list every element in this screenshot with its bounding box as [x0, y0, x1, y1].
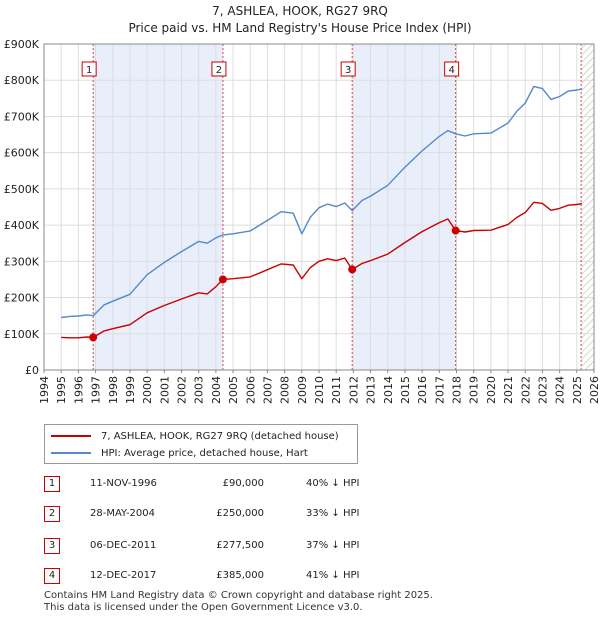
sale-date: 06-DEC-2011 — [90, 540, 157, 551]
sale-hpi-delta: 41% ↓ HPI — [306, 570, 360, 581]
sale-price: £277,500 — [216, 540, 264, 551]
x-tick-label: 2009 — [296, 376, 309, 404]
y-tick-label: £600K — [4, 147, 40, 160]
sale-row: 1 11-NOV-1996 £90,000 40% ↓ HPI — [44, 474, 444, 494]
chart-title-subtitle: Price paid vs. HM Land Registry's House … — [128, 21, 472, 35]
shaded-period — [352, 44, 456, 370]
series-line-hpi — [61, 85, 583, 319]
x-tick-label: 2025 — [571, 376, 584, 404]
sale-marker — [89, 333, 98, 342]
sale-date: 11-NOV-1996 — [90, 478, 157, 489]
x-tick-label: 1994 — [38, 376, 51, 404]
sale-marker — [218, 275, 227, 284]
sale-number-label: 1 — [86, 65, 92, 76]
sale-number-box — [340, 61, 356, 77]
x-tick-label: 1998 — [107, 376, 120, 404]
sale-number-badge: 3 — [44, 538, 60, 554]
y-tick-label: £300K — [4, 255, 40, 268]
footer-licence: This data is licensed under the Open Gov… — [44, 602, 363, 613]
x-tick-label: 1997 — [90, 376, 103, 404]
footer-copyright: Contains HM Land Registry data © Crown c… — [44, 590, 433, 601]
sale-marker — [348, 265, 357, 274]
x-tick-label: 2002 — [176, 376, 189, 404]
y-tick-label: £0 — [25, 364, 39, 377]
legend-line-property — [51, 435, 91, 437]
x-tick-label: 2023 — [536, 376, 549, 404]
sale-hpi-delta: 37% ↓ HPI — [306, 540, 360, 551]
sale-hpi-delta: 33% ↓ HPI — [306, 508, 360, 519]
legend-label-property: 7, ASHLEA, HOOK, RG27 9RQ (detached hous… — [101, 430, 339, 442]
x-tick-label: 1999 — [124, 376, 137, 404]
x-tick-label: 2010 — [313, 376, 326, 404]
sale-number-badge: 1 — [44, 476, 60, 492]
sale-number-box — [444, 61, 460, 77]
x-tick-label: 2021 — [502, 376, 515, 404]
x-tick-label: 2026 — [588, 376, 600, 404]
x-tick-label: 2005 — [227, 376, 240, 404]
y-tick-label: £400K — [4, 219, 40, 232]
sale-number-badge: 2 — [44, 506, 60, 522]
footer-attribution: Contains HM Land Registry data © Crown c… — [44, 590, 433, 614]
x-tick-label: 2014 — [382, 376, 395, 404]
x-tick-label: 2019 — [468, 376, 481, 404]
sale-number-label: 3 — [345, 65, 351, 76]
sale-price: £250,000 — [216, 508, 264, 519]
sale-row: 4 12-DEC-2017 £385,000 41% ↓ HPI — [44, 566, 444, 586]
sale-number-box — [211, 61, 227, 77]
legend-label-hpi: HPI: Average price, detached house, Hart — [101, 447, 308, 459]
sale-number-box — [81, 61, 97, 77]
hatched-region — [581, 44, 594, 370]
y-tick-label: £500K — [4, 183, 40, 196]
sale-marker — [451, 226, 460, 235]
x-tick-label: 2016 — [416, 376, 429, 404]
x-tick-label: 2018 — [451, 376, 464, 404]
sale-row: 2 28-MAY-2004 £250,000 33% ↓ HPI — [44, 504, 444, 524]
price-chart: 1 2 3 4 £0 £100K £200K £300K £400K £500K £600K £70… — [4, 38, 600, 404]
x-tick-label: 2015 — [399, 376, 412, 404]
x-tick-label: 2007 — [261, 376, 274, 404]
x-tick-label: 2011 — [330, 376, 343, 404]
chart-title-address: 7, ASHLEA, HOOK, RG27 9RQ — [212, 4, 388, 18]
x-tick-label: 2012 — [347, 376, 360, 404]
y-tick-label: £900K — [4, 38, 40, 51]
y-tick-label: £200K — [4, 292, 40, 305]
sale-row: 3 06-DEC-2011 £277,500 37% ↓ HPI — [44, 536, 444, 556]
x-tick-label: 2000 — [141, 376, 154, 404]
legend-item-hpi: HPI: Average price, detached house, Hart — [51, 445, 308, 461]
x-tick-label: 2004 — [210, 376, 223, 404]
sale-price: £385,000 — [216, 570, 264, 581]
series-line-property — [61, 201, 583, 339]
sale-price: £90,000 — [222, 478, 264, 489]
sale-hpi-delta: 40% ↓ HPI — [306, 478, 360, 489]
x-tick-label: 2024 — [554, 376, 567, 404]
y-tick-label: £100K — [4, 328, 40, 341]
sale-number-label: 2 — [216, 65, 222, 76]
y-tick-label: £700K — [4, 110, 40, 123]
x-tick-label: 2001 — [158, 376, 171, 404]
sale-date: 12-DEC-2017 — [90, 570, 157, 581]
legend-line-hpi — [51, 452, 91, 454]
x-tick-label: 2006 — [244, 376, 257, 404]
sale-date: 28-MAY-2004 — [90, 508, 156, 519]
sale-number-badge: 4 — [44, 568, 60, 584]
legend-item-property: 7, ASHLEA, HOOK, RG27 9RQ (detached hous… — [51, 428, 339, 444]
x-tick-label: 2008 — [279, 376, 292, 404]
shaded-period — [93, 44, 223, 370]
chart-legend: 7, ASHLEA, HOOK, RG27 9RQ (detached hous… — [44, 424, 358, 464]
x-tick-label: 1995 — [55, 376, 68, 404]
x-tick-label: 2020 — [485, 376, 498, 404]
x-tick-label: 2022 — [519, 376, 532, 404]
y-tick-label: £800K — [4, 74, 40, 87]
x-tick-label: 1996 — [72, 376, 85, 404]
x-tick-label: 2013 — [365, 376, 378, 404]
x-tick-label: 2017 — [433, 376, 446, 404]
x-tick-label: 2003 — [193, 376, 206, 404]
sale-number-label: 4 — [448, 65, 454, 76]
